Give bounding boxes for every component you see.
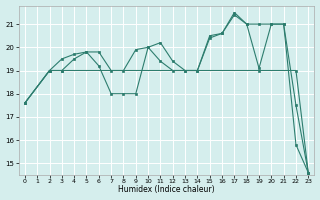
X-axis label: Humidex (Indice chaleur): Humidex (Indice chaleur) — [118, 185, 215, 194]
